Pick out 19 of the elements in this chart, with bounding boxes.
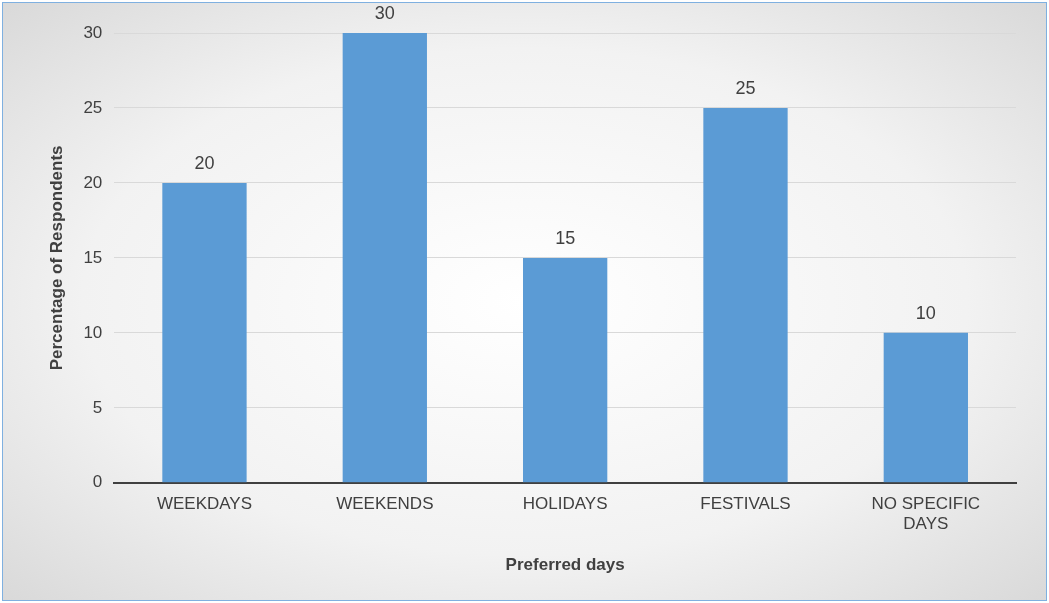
y-tick-label: 20 xyxy=(83,172,103,192)
x-tick-label: FESTIVALS xyxy=(700,493,791,513)
y-tick-label: 25 xyxy=(83,97,103,117)
data-label: 30 xyxy=(374,2,395,23)
y-axis-title: Percentage of Respondents xyxy=(46,145,66,371)
x-tick-label: WEEKENDS xyxy=(336,493,434,513)
y-tick-label: 15 xyxy=(83,247,103,267)
data-label: 25 xyxy=(735,77,756,98)
x-tick-label: WEEKDAYS xyxy=(156,493,253,513)
x-tick-label: HOLIDAYS xyxy=(522,493,608,513)
y-tick-label: 10 xyxy=(83,322,103,342)
y-tick-label: 30 xyxy=(83,22,103,42)
y-tick-label: 0 xyxy=(92,472,103,492)
data-label: 15 xyxy=(555,227,576,248)
x-tick-label: NO SPECIFIC DAYS xyxy=(871,493,981,534)
x-axis-title: Preferred days xyxy=(505,555,625,575)
y-tick-label: 5 xyxy=(92,397,103,417)
data-label: 10 xyxy=(915,302,936,323)
data-label: 20 xyxy=(194,152,215,173)
